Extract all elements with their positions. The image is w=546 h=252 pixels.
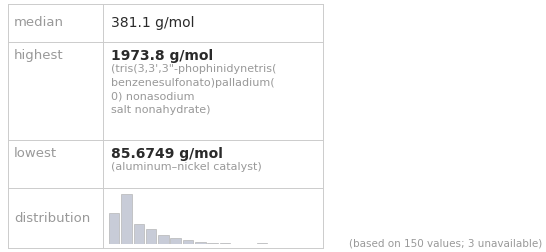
- Bar: [146, 229, 156, 244]
- Bar: [134, 224, 144, 244]
- Text: (based on 150 values; 3 unavailable): (based on 150 values; 3 unavailable): [349, 238, 542, 248]
- Text: median: median: [14, 16, 64, 29]
- Text: distribution: distribution: [14, 211, 90, 225]
- Text: 381.1 g/mol: 381.1 g/mol: [111, 16, 194, 30]
- Bar: [219, 243, 230, 244]
- Bar: [195, 242, 205, 244]
- Bar: [109, 213, 120, 244]
- Text: lowest: lowest: [14, 147, 57, 160]
- Bar: [170, 238, 181, 244]
- Text: 85.6749 g/mol: 85.6749 g/mol: [111, 147, 223, 161]
- Bar: [257, 243, 267, 244]
- Text: 1973.8 g/mol: 1973.8 g/mol: [111, 49, 213, 63]
- Bar: [207, 242, 218, 244]
- Text: highest: highest: [14, 49, 64, 62]
- Text: (aluminum–nickel catalyst): (aluminum–nickel catalyst): [111, 162, 262, 172]
- Bar: [121, 195, 132, 244]
- Bar: [158, 235, 169, 244]
- Text: (tris(3,3',3"-phophinidynetris(
benzenesulfonato)palladium(
0) nonasodium
salt n: (tris(3,3',3"-phophinidynetris( benzenes…: [111, 64, 276, 115]
- Bar: [183, 240, 193, 244]
